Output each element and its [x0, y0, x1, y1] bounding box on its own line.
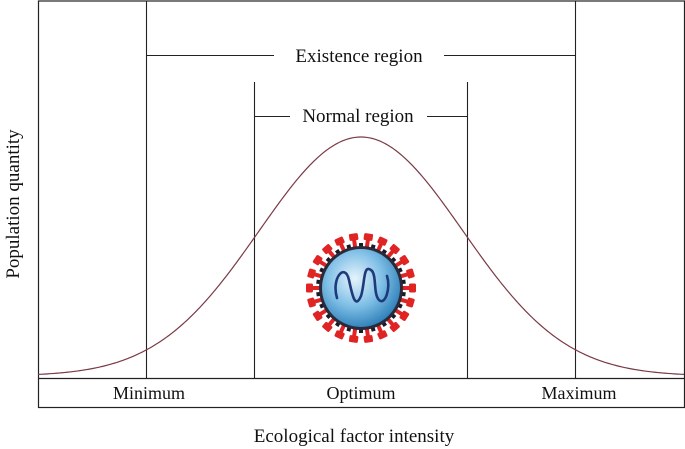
- tolerance-curve: [37, 136, 685, 376]
- optimum-label: Optimum: [326, 383, 395, 403]
- virus-icon: [306, 233, 416, 343]
- virus-body: [322, 249, 400, 327]
- virus-spike: [401, 283, 416, 293]
- x-axis-label: Ecological factor intensity: [254, 426, 455, 447]
- existence-region-label: Existence region: [295, 46, 423, 67]
- y-axis-label: Population quantity: [3, 129, 24, 279]
- virus-spike: [306, 283, 321, 293]
- maximum-label: Maximum: [542, 383, 617, 403]
- virus-membrane-dot: [359, 243, 363, 247]
- virus-membrane-dot: [359, 329, 363, 333]
- virus-rna: [334, 267, 390, 303]
- minimum-label: Minimum: [113, 383, 185, 403]
- normal-region-label: Normal region: [302, 106, 414, 127]
